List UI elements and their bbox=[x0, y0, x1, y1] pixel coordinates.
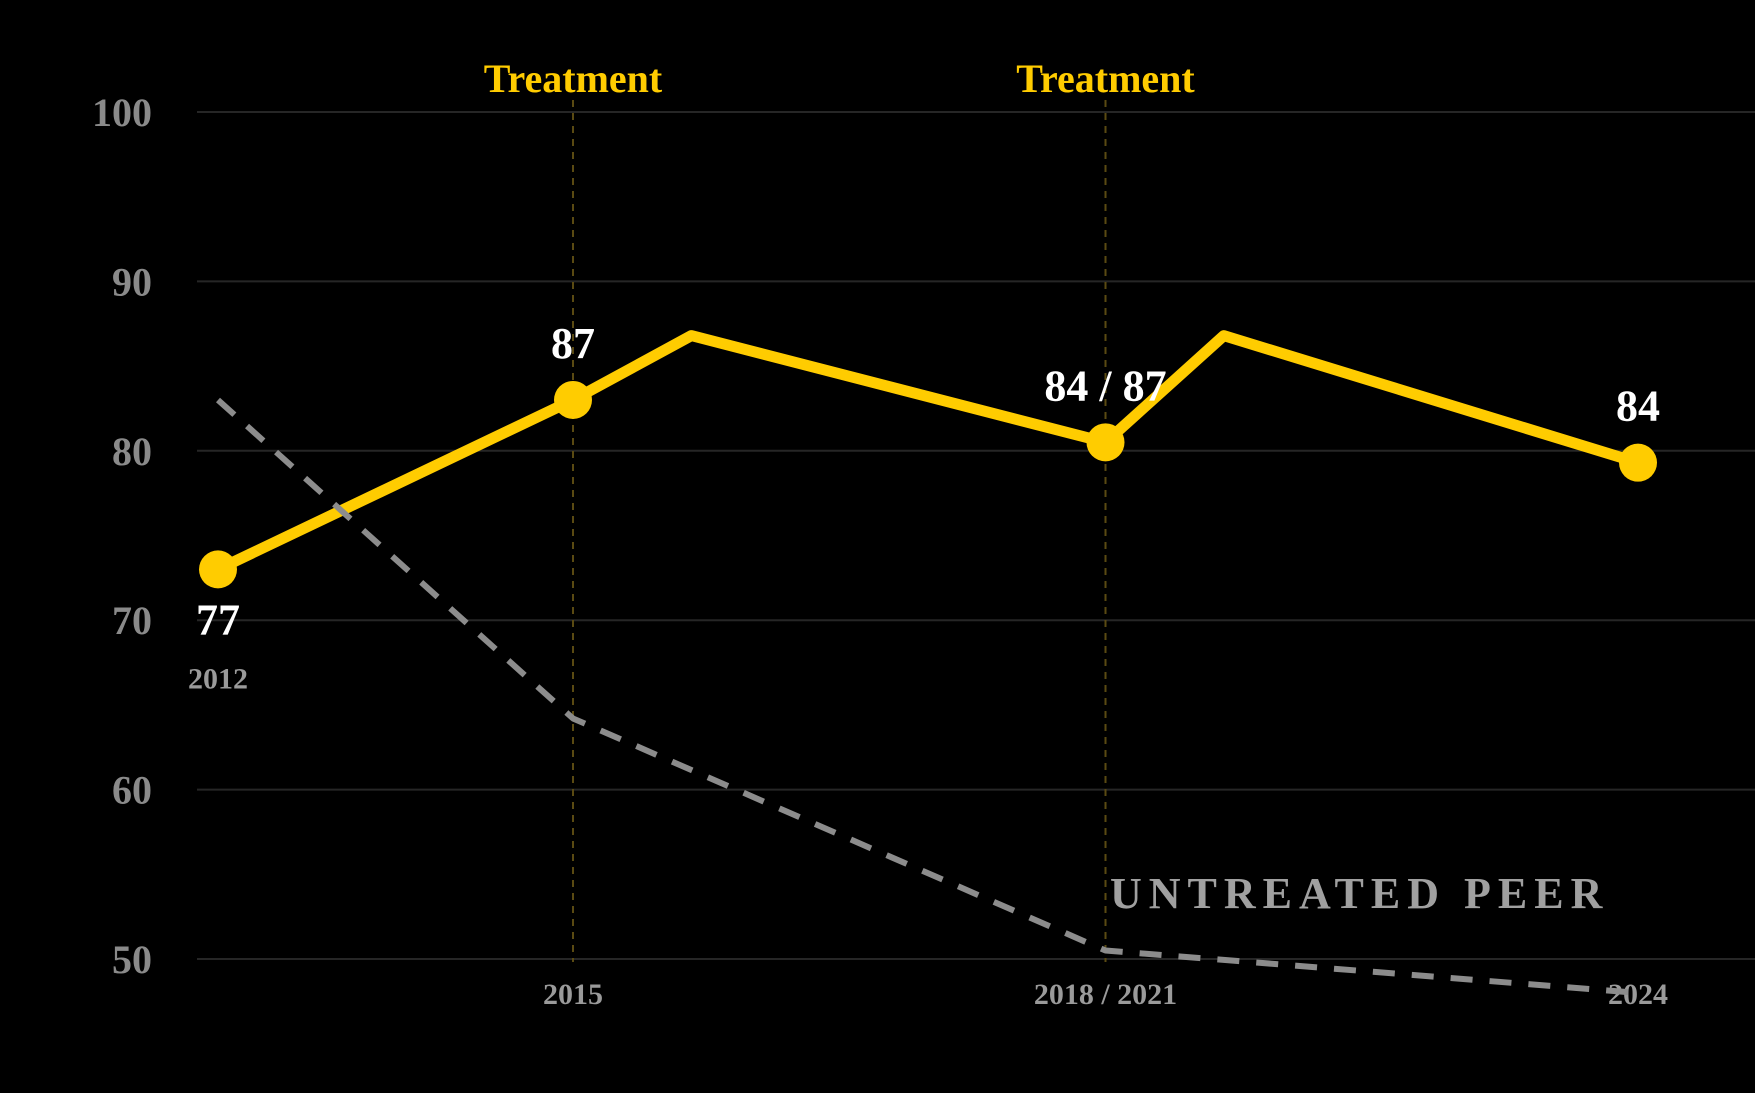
treatment-markers: Treatment Treatment bbox=[484, 56, 1195, 962]
data-labels: 77 2012 87 84 / 87 84 UNTREATED PEER bbox=[188, 319, 1660, 918]
y-tick-label-90: 90 bbox=[112, 259, 152, 304]
y-tick-label-80: 80 bbox=[112, 429, 152, 474]
y-tick-label-70: 70 bbox=[112, 598, 152, 643]
treatment-label-2: Treatment bbox=[1016, 56, 1195, 101]
y-tick-label-60: 60 bbox=[112, 768, 152, 813]
series-group bbox=[199, 330, 1657, 996]
treatment-label-1: Treatment bbox=[484, 56, 663, 101]
peer-line bbox=[215, 397, 1639, 996]
grid-lines bbox=[197, 111, 1755, 960]
peer-series-label: UNTREATED PEER bbox=[1110, 869, 1609, 918]
treated-line bbox=[212, 330, 1644, 575]
data-point-4 bbox=[1619, 443, 1657, 482]
data-label-2: 87 bbox=[551, 319, 595, 368]
data-point-3 bbox=[1086, 423, 1125, 462]
data-label-3: 84 / 87 bbox=[1044, 361, 1166, 410]
data-label-1: 77 bbox=[196, 595, 240, 644]
data-point-1 bbox=[199, 550, 237, 589]
y-tick-label-100: 100 bbox=[92, 90, 152, 135]
data-point-2 bbox=[554, 380, 592, 419]
x-tick-label-1: 2015 bbox=[543, 978, 603, 1011]
y-tick-label-50: 50 bbox=[112, 937, 152, 982]
x-tick-label-3: 2024 bbox=[1608, 978, 1668, 1011]
data-label-4: 84 bbox=[1616, 382, 1660, 431]
data-sublabel-1: 2012 bbox=[188, 662, 248, 695]
y-axis: 50 60 70 80 90 100 bbox=[92, 90, 152, 982]
x-axis: 2015 2018 / 2021 2024 bbox=[543, 978, 1668, 1011]
x-tick-label-2: 2018 / 2021 bbox=[1034, 978, 1177, 1011]
